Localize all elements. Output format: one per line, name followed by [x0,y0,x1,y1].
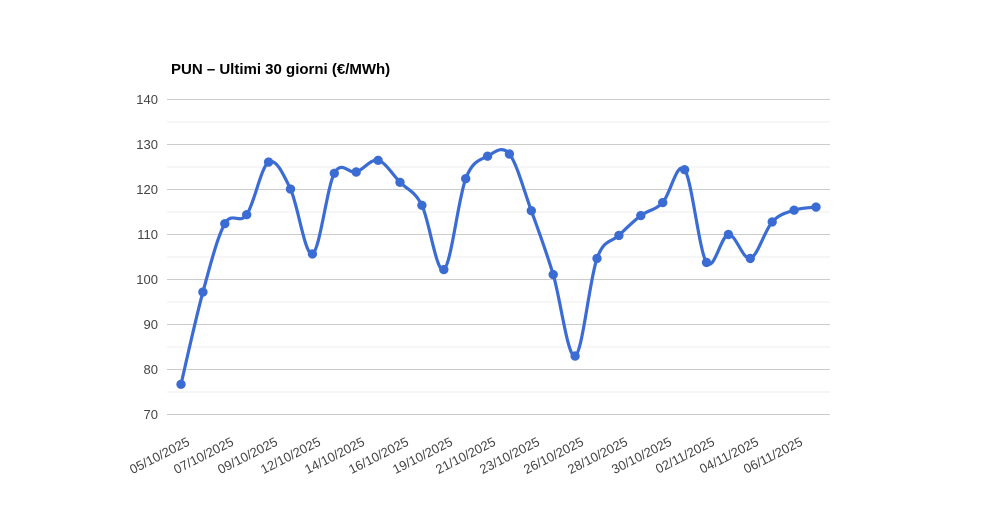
series-line [179,148,818,386]
data-point[interactable] [701,257,712,268]
data-point[interactable] [679,165,690,175]
data-point[interactable] [592,253,602,264]
data-point[interactable] [570,351,580,361]
data-point[interactable] [242,210,252,220]
data-point[interactable] [789,205,799,215]
y-axis-label: 120 [136,181,158,197]
data-point[interactable] [767,217,777,227]
y-axis-label: 90 [143,316,158,332]
data-point[interactable] [285,184,296,194]
data-point[interactable] [461,174,471,184]
data-point[interactable] [198,287,208,297]
y-axis-label: 70 [143,406,158,422]
data-point[interactable] [220,219,230,229]
data-point[interactable] [373,155,383,165]
data-point[interactable] [439,264,449,275]
data-point[interactable] [614,230,624,241]
data-point[interactable] [263,157,274,167]
data-point[interactable] [329,168,339,178]
y-axis-label: 80 [143,361,158,377]
y-axis-label: 100 [136,271,158,287]
data-point[interactable] [307,249,318,259]
y-axis-label: 110 [137,226,158,242]
data-point[interactable] [526,206,536,216]
data-point[interactable] [176,379,186,389]
y-axis-label: 140 [136,91,158,107]
data-point[interactable] [504,149,515,159]
data-point[interactable] [723,229,734,240]
chart-title: PUN – Ultimi 30 giorni (€/MWh) [171,61,391,78]
data-point[interactable] [351,167,361,177]
data-point[interactable] [548,269,558,280]
data-point[interactable] [811,202,821,212]
data-point[interactable] [482,151,493,161]
y-axis-label: 130 [136,136,158,152]
data-point[interactable] [417,200,427,210]
data-point[interactable] [745,253,755,264]
data-point[interactable] [636,210,646,221]
data-point[interactable] [395,177,405,187]
data-point[interactable] [658,197,668,208]
